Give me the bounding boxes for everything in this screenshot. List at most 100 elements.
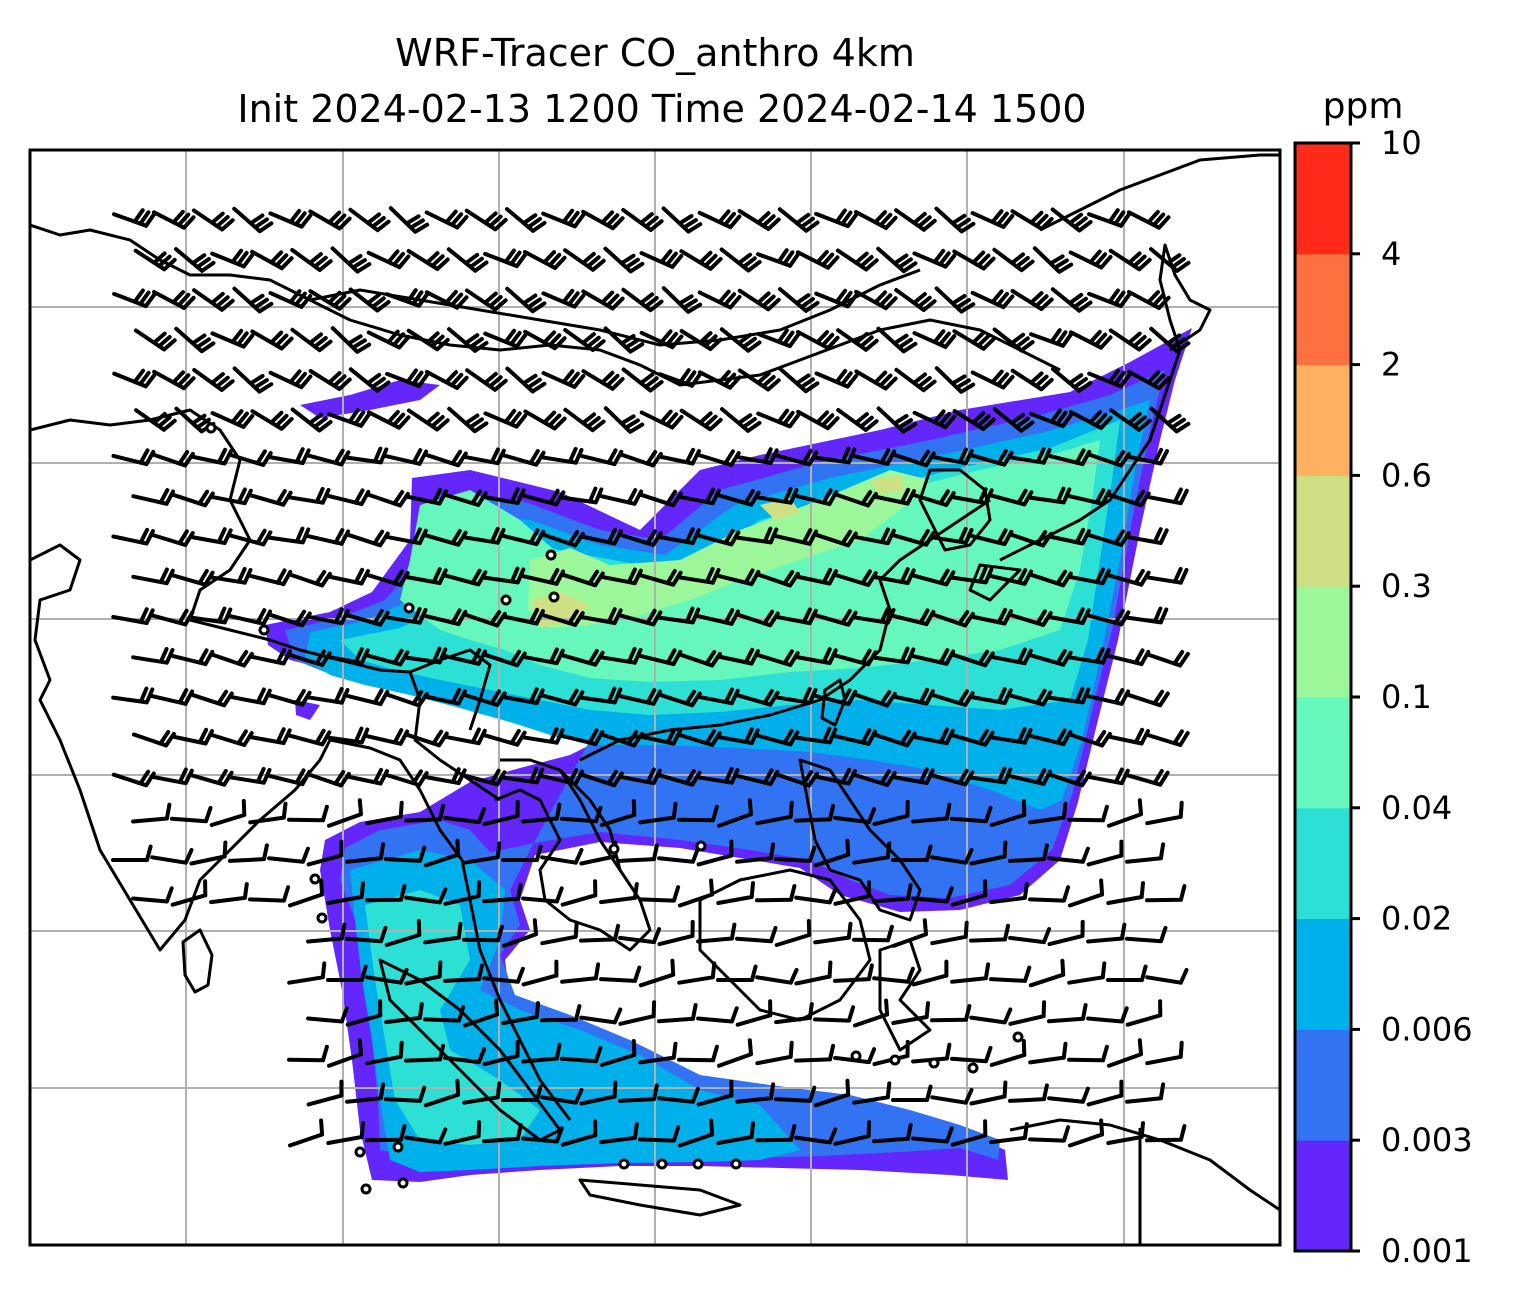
wind-barb [852, 998, 890, 1028]
wind-barb [677, 566, 721, 585]
wind-barb [599, 567, 643, 586]
wind-barb [719, 247, 762, 273]
wind-barb [385, 288, 429, 308]
wind-barb [989, 488, 1034, 507]
wind-barb [1107, 1038, 1143, 1068]
colorbar-cell [1295, 697, 1351, 809]
colorbar: ppm 0.001 0.003 0.006 0.02 0.04 0.1 0.3 0.6 2 4 10 [1293, 86, 1473, 1270]
wind-barb [872, 1123, 913, 1144]
wind-barb [1086, 922, 1127, 944]
wind-barb [735, 1082, 776, 1104]
wind-barb [462, 998, 500, 1028]
wind-barb [232, 366, 274, 394]
wind-barb [327, 408, 371, 428]
wind-barb [505, 286, 547, 314]
wind-barb [911, 886, 954, 904]
wind-barb [716, 727, 760, 745]
wind-barb [425, 370, 469, 390]
wind-barb [406, 408, 450, 432]
wind-barb [657, 1003, 698, 1024]
wind-barb [1106, 569, 1151, 587]
wind-barb [1149, 406, 1191, 434]
wind-barb [1106, 1121, 1145, 1145]
wind-barb [443, 1120, 482, 1146]
tracer-band-0.1 [528, 470, 930, 628]
wind-barb [541, 369, 586, 389]
wind-barb [833, 880, 872, 906]
wind-barb [970, 289, 1015, 310]
wind-barb [423, 1078, 461, 1108]
wind-barb [1145, 800, 1184, 826]
colorbar-tick-label: 0.04 [1381, 789, 1452, 827]
wind-barb [560, 1045, 603, 1064]
wind-barb [365, 884, 407, 903]
wind-barb [174, 326, 216, 354]
wind-barb [894, 288, 937, 312]
wind-barb [483, 248, 528, 269]
wind-barb [989, 965, 1032, 983]
wind-barb [134, 408, 177, 432]
wind-barb [852, 527, 896, 546]
wind-barb [1067, 646, 1111, 665]
wind-barb [521, 1042, 562, 1064]
wind-barb [891, 1084, 933, 1102]
wind-barb [521, 488, 566, 507]
wind-barb [854, 369, 898, 391]
wind-barb [563, 328, 606, 352]
wind-barb [679, 329, 723, 351]
wind-barb [464, 288, 508, 312]
wind-barbs [111, 206, 1191, 1148]
wind-barb [930, 847, 974, 865]
colorbar-tick-label: 0.001 [1381, 1232, 1473, 1270]
wind-barb [756, 408, 801, 429]
wind-barb [462, 526, 506, 545]
wind-barb [248, 489, 293, 507]
wind-barb [326, 647, 370, 665]
wind-barb [189, 769, 234, 787]
coast-india [30, 543, 332, 952]
wind-barb [774, 1085, 817, 1103]
wind-barb [423, 1005, 466, 1023]
wind-barb [560, 962, 601, 984]
wind-barb [228, 843, 269, 863]
wind-barb [603, 326, 645, 354]
wind-barb [345, 446, 389, 465]
wind-barb [366, 409, 411, 430]
coast-sumatra [378, 958, 562, 1142]
wind-barb [755, 1124, 797, 1143]
wind-barb [755, 1040, 794, 1066]
wind-barb [250, 329, 294, 351]
wind-barb [540, 920, 579, 946]
wind-barb [794, 803, 836, 823]
wind-barb [661, 206, 703, 234]
wind-barb [1008, 1083, 1049, 1103]
wind-barb [209, 882, 249, 905]
wind-barb [191, 208, 235, 232]
colorbar-tick-label: 4 [1381, 235, 1401, 273]
wind-barb [1125, 999, 1163, 1027]
wind-barb [658, 368, 702, 388]
wind-barb [1125, 689, 1170, 708]
wind-barb [737, 288, 781, 312]
wind-barb [657, 846, 700, 864]
wind-barb [523, 250, 567, 270]
wind-barb [621, 367, 664, 393]
wind-barb [423, 529, 468, 547]
wind-barb [876, 406, 918, 434]
wind-barb [306, 1079, 344, 1107]
wind-barb [388, 206, 430, 234]
wind-barb [735, 925, 778, 944]
wind-barb [992, 407, 1035, 433]
wind-barb [462, 841, 502, 865]
wind-barb [603, 406, 645, 434]
wind-barb [250, 249, 294, 271]
wind-barb [406, 328, 450, 352]
wind-barb [950, 729, 995, 747]
wind-barb [483, 328, 528, 349]
station-markers [205, 422, 1024, 1195]
wind-barb [306, 448, 351, 467]
wind-barb [618, 608, 663, 627]
wind-barb [482, 1123, 523, 1144]
wind-barb [482, 1039, 520, 1067]
